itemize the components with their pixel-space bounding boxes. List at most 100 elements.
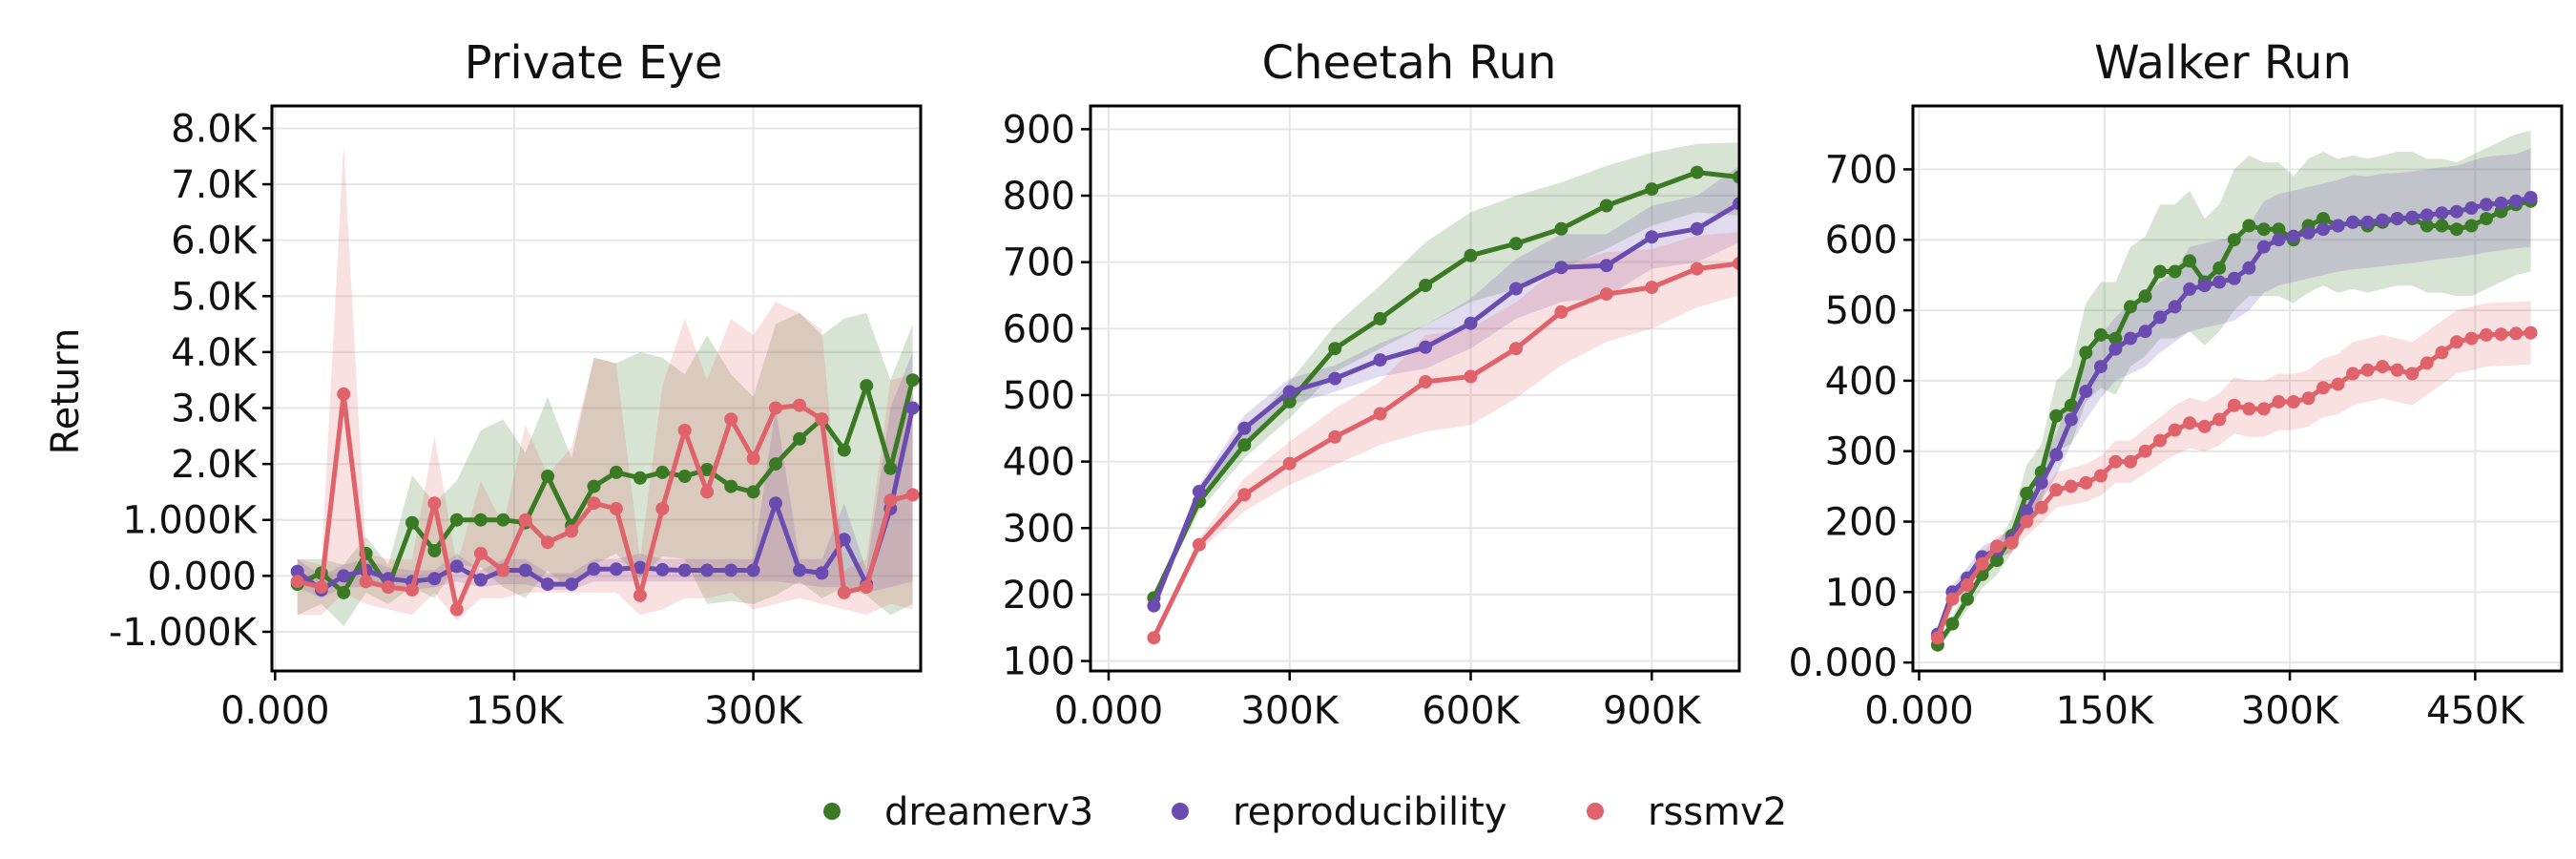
data-point-rssmv2 <box>2138 444 2152 458</box>
data-point-dreamerv3 <box>746 485 760 499</box>
data-point-dreamerv3 <box>1237 438 1252 452</box>
data-point-reproducibility <box>290 564 304 578</box>
data-point-dreamerv3 <box>1599 199 1613 213</box>
data-point-rssmv2 <box>1961 577 1974 592</box>
data-point-dreamerv3 <box>1282 394 1297 409</box>
data-point-rssmv2 <box>518 513 532 527</box>
y-tick-label: 300 <box>1825 430 1898 474</box>
data-point-reproducibility <box>815 566 829 580</box>
data-point-reproducibility <box>2153 310 2167 325</box>
x-tick-label: 450K <box>2426 689 2525 733</box>
data-point-rssmv2 <box>359 575 373 589</box>
data-point-dreamerv3 <box>2020 487 2034 500</box>
data-point-reproducibility <box>2109 342 2123 356</box>
data-point-dreamerv3 <box>2435 219 2449 233</box>
x-tick-label: 150K <box>466 689 565 733</box>
data-point-rssmv2 <box>1192 537 1206 552</box>
data-point-reproducibility <box>2124 331 2137 346</box>
data-point-rssmv2 <box>541 535 554 550</box>
legend-marker-reproducibility <box>1172 803 1189 820</box>
panel-cheetah-run: Cheetah Run 0.000 300K 600K 900K 100 200 300 40… <box>1003 36 1741 733</box>
y-tick-label: 4.0K <box>171 331 259 375</box>
data-point-reproducibility <box>1599 259 1613 273</box>
data-point-rssmv2 <box>2109 454 2123 469</box>
data-point-dreamerv3 <box>496 513 510 527</box>
legend-label-rssmv2: rssmv2 <box>1648 790 1787 834</box>
data-point-reproducibility <box>655 562 670 576</box>
y-tick-label: 400 <box>1825 360 1898 404</box>
x-tick-label: 150K <box>2055 689 2154 733</box>
data-point-dreamerv3 <box>473 513 488 527</box>
data-point-rssmv2 <box>2301 391 2316 406</box>
data-point-rssmv2 <box>2197 419 2212 433</box>
data-point-rssmv2 <box>314 580 328 595</box>
y-tick-label: 7.0K <box>171 163 259 207</box>
data-point-rssmv2 <box>2064 479 2078 493</box>
data-point-rssmv2 <box>473 546 488 560</box>
y-tick-label: -1.000K <box>109 611 259 655</box>
plot-frame <box>270 104 923 673</box>
data-point-reproducibility <box>587 562 601 576</box>
data-point-reproducibility <box>2212 275 2227 289</box>
data-point-reproducibility <box>2197 279 2212 293</box>
data-point-dreamerv3 <box>883 461 898 475</box>
data-point-dreamerv3 <box>655 465 670 479</box>
data-point-reproducibility <box>1554 261 1568 275</box>
data-point-reproducibility <box>1373 353 1387 367</box>
data-point-reproducibility <box>337 569 351 583</box>
y-tick-label: 0.000 <box>1788 641 1898 685</box>
data-point-rssmv2 <box>2227 398 2241 412</box>
data-point-reproducibility <box>2449 204 2463 219</box>
y-tick-label: 200 <box>1003 574 1075 618</box>
data-point-dreamerv3 <box>2124 300 2137 314</box>
data-point-rssmv2 <box>2405 367 2420 381</box>
x-tick-label: 300K <box>1240 689 1340 733</box>
data-point-reproducibility <box>2256 240 2271 254</box>
data-point-rssmv2 <box>290 575 304 589</box>
data-point-dreamerv3 <box>2242 219 2256 233</box>
data-point-rssmv2 <box>2480 327 2493 342</box>
data-point-rssmv2 <box>1690 262 1704 276</box>
legend-label-reproducibility: reproducibility <box>1233 790 1507 834</box>
data-point-dreamerv3 <box>405 515 419 530</box>
data-point-reproducibility <box>700 563 715 577</box>
data-point-reproducibility <box>724 563 738 577</box>
data-point-reproducibility <box>2064 412 2078 427</box>
plot-frame <box>1089 104 1741 673</box>
data-point-rssmv2 <box>565 524 579 538</box>
data-point-reproducibility <box>1419 340 1433 354</box>
series-line-reproducibility <box>1152 201 1739 607</box>
data-point-dreamerv3 <box>1419 279 1433 292</box>
data-point-rssmv2 <box>2509 326 2524 341</box>
axes: 0.000 150K 300K 450K 0.000 100 200 300 400 500 600… <box>1788 148 2525 733</box>
y-tick-label: 600 <box>1003 307 1075 351</box>
data-point-rssmv2 <box>746 451 760 466</box>
data-point-reproducibility <box>2435 206 2449 220</box>
data-point-reproducibility <box>1147 598 1161 613</box>
series-line-dreamerv3 <box>296 379 916 596</box>
data-point-reproducibility <box>2524 191 2538 204</box>
confidence-band-reproducibility <box>1153 165 1739 610</box>
data-point-rssmv2 <box>2034 500 2048 514</box>
data-point-reproducibility <box>2138 325 2152 339</box>
data-point-dreamerv3 <box>2272 222 2286 237</box>
data-point-rssmv2 <box>2153 433 2167 448</box>
data-point-reproducibility <box>2420 208 2434 222</box>
data-point-reproducibility <box>1733 197 1739 211</box>
data-point-dreamerv3 <box>2464 219 2479 233</box>
data-point-dreamerv3 <box>2227 233 2241 247</box>
chart-title: Walker Run <box>2094 36 2352 90</box>
data-point-dreamerv3 <box>2093 327 2108 342</box>
y-tick-label: 700 <box>1825 148 1898 192</box>
data-point-dreamerv3 <box>2153 264 2167 279</box>
legend-item-reproducibility: reproducibility <box>1172 790 1507 834</box>
data-point-rssmv2 <box>2093 469 2108 483</box>
legend-marker-dreamerv3 <box>823 803 841 820</box>
legend: dreamerv3 reproducibility rssmv2 <box>823 790 1787 834</box>
data-point-reproducibility <box>473 573 488 587</box>
data-point-rssmv2 <box>2435 346 2449 360</box>
y-tick-label: 100 <box>1003 640 1075 684</box>
data-point-rssmv2 <box>1237 488 1252 502</box>
data-point-reproducibility <box>427 572 442 586</box>
y-tick-label: 8.0K <box>171 107 259 151</box>
